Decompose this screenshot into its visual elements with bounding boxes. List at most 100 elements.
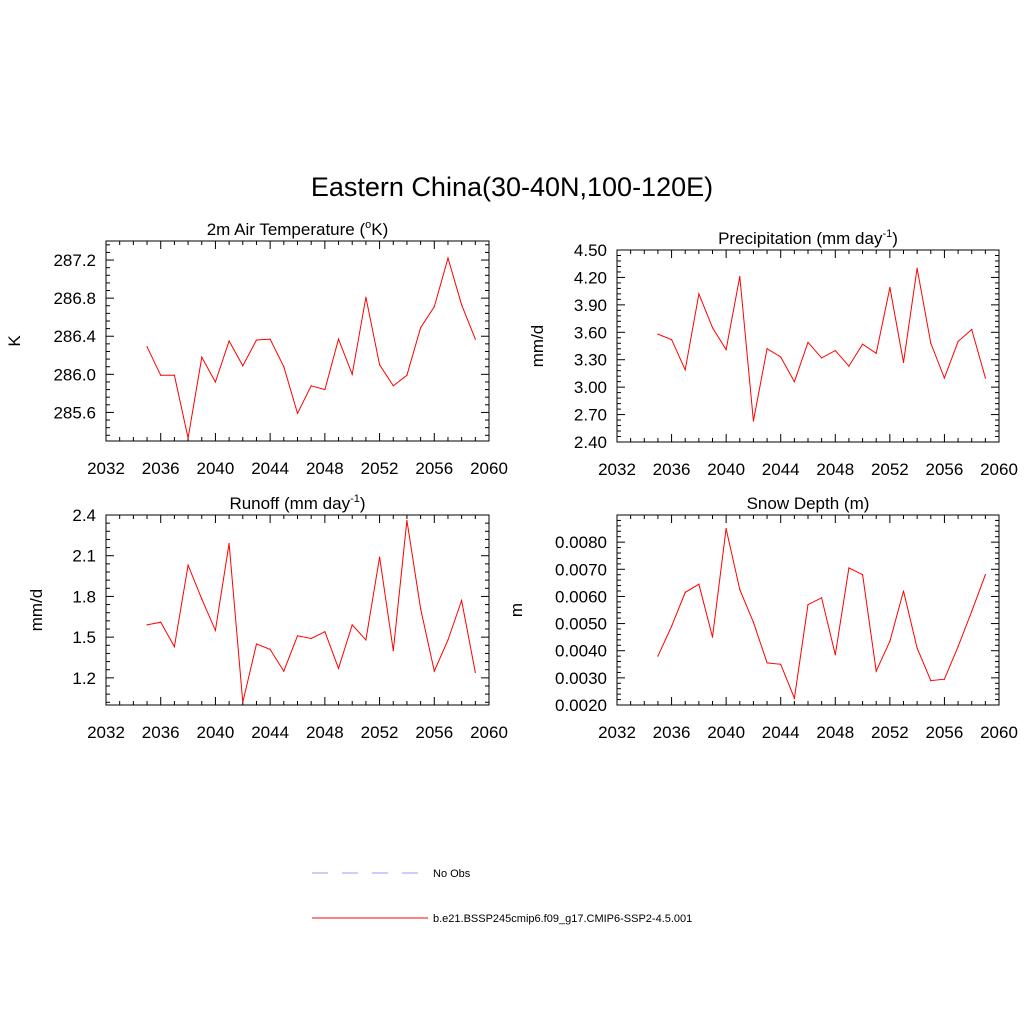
y-tick-label: 0.0030 [555, 669, 607, 688]
y-tick-label: 1.8 [72, 587, 96, 606]
data-point [214, 629, 217, 631]
legend-item-2: b.e21.BSSP245cmip6.f09_g17.CMIP6-SSP2-4.… [312, 913, 692, 925]
data-point [875, 670, 877, 672]
data-point [834, 654, 836, 656]
data-point [889, 286, 891, 289]
panel-4: 2032 2036 2040 2044 2048 2052 2056 2060 0.0020 0.… [507, 494, 1018, 742]
x-tick-label: 2036 [653, 723, 691, 742]
y-tick-label: 2.1 [72, 547, 96, 566]
y-tick-label: 1.2 [72, 669, 96, 688]
panels: 2032 2036 2040 2044 2048 2052 2056 2060 285.6 286… [5, 219, 1018, 742]
data-point [725, 527, 727, 530]
data-point [821, 597, 823, 599]
data-point [766, 348, 768, 350]
data-point [984, 574, 986, 576]
data-point [378, 556, 381, 558]
data-point [971, 610, 973, 612]
data-point [984, 377, 986, 379]
data-point [351, 624, 353, 626]
y-tick-label: 285.6 [53, 403, 96, 422]
data-point [739, 589, 741, 591]
y-tick-label: 3.30 [574, 351, 607, 370]
x-tick-label: 2060 [470, 459, 508, 478]
data-point [255, 339, 258, 341]
data-point [310, 385, 312, 387]
y-tick-label: 4.20 [574, 268, 607, 287]
data-point [930, 342, 932, 344]
legend-label: No Obs [433, 868, 471, 880]
y-tick-label: 0.0070 [555, 560, 607, 579]
data-point [807, 341, 809, 343]
x-tick-label: 2040 [707, 723, 745, 742]
x-tick-label: 2036 [653, 460, 691, 479]
data-point [173, 646, 175, 648]
data-point [187, 437, 189, 439]
data-point [433, 306, 435, 308]
data-point [474, 671, 476, 674]
x-tick-label: 2048 [306, 723, 344, 742]
data-point [752, 420, 755, 422]
data-point [337, 338, 340, 340]
data-point [201, 356, 203, 358]
data-point [875, 352, 877, 354]
y-axis-label: mm/d [27, 589, 46, 632]
plot-frame [105, 240, 490, 442]
x-tick-label: 2044 [251, 459, 289, 478]
x-tick-label: 2052 [871, 723, 909, 742]
plot-frame [105, 514, 490, 706]
data-point [447, 639, 449, 641]
data-point [228, 340, 230, 342]
data-point [793, 381, 795, 383]
y-tick-label: 2.70 [574, 406, 607, 425]
data-point [657, 333, 659, 335]
data-point [752, 621, 755, 623]
legend-item-1: No Obs [312, 868, 471, 880]
y-axis-label: K [5, 335, 24, 347]
data-point [228, 542, 230, 545]
legend: No Obs b.e21.BSSP245cmip6.f09_g17.CMIP6-S… [312, 868, 692, 925]
y-tick-label: 4.50 [574, 241, 607, 260]
data-point [351, 373, 353, 375]
x-tick-label: 2044 [251, 723, 289, 742]
y-tick-label: 0.0050 [555, 615, 607, 634]
x-tick-label: 2048 [816, 460, 854, 479]
data-point [337, 667, 340, 669]
data-point [807, 603, 809, 606]
data-point [269, 648, 271, 650]
x-tick-label: 2056 [926, 460, 964, 479]
panel-title: Snow Depth (m) [747, 494, 870, 513]
panel-title: 2m Air Temperature (oK) [207, 219, 389, 239]
panel-title: Runoff (mm day-1) [229, 493, 365, 513]
data-point [684, 369, 686, 371]
data-point [834, 349, 836, 352]
data-point [916, 267, 918, 269]
x-tick-label: 2052 [361, 723, 399, 742]
x-tick-label: 2060 [980, 723, 1018, 742]
data-point [861, 574, 864, 576]
plot-frame [616, 514, 1000, 706]
data-point [214, 381, 217, 383]
data-point [365, 296, 367, 298]
data-point [187, 564, 189, 566]
data-point [793, 697, 795, 699]
y-tick-label: 0.0040 [555, 642, 607, 661]
data-point [324, 631, 326, 633]
data-point [916, 647, 918, 649]
panel-2: 2032 2036 2040 2044 2048 2052 2056 2060 2.40 2.70… [528, 228, 1018, 479]
data-point [930, 679, 932, 682]
x-tick-label: 2056 [415, 723, 453, 742]
data-point [296, 412, 299, 414]
data-point [957, 646, 959, 648]
x-tick-label: 2044 [762, 723, 800, 742]
data-point [657, 655, 659, 657]
y-tick-label: 3.00 [574, 378, 607, 397]
x-tick-label: 2040 [197, 723, 235, 742]
y-axis-label: m [507, 603, 526, 617]
x-tick-label: 2056 [415, 459, 453, 478]
data-point [296, 635, 299, 637]
data-point [392, 650, 394, 652]
data-point [173, 374, 175, 376]
y-tick-label: 3.60 [574, 323, 607, 342]
data-point [711, 327, 714, 329]
